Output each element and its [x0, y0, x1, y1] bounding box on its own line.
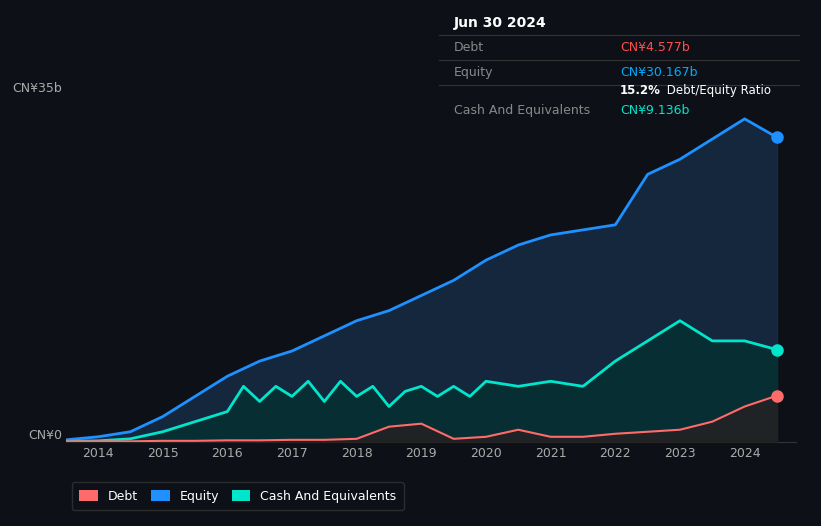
Text: CN¥35b: CN¥35b	[12, 82, 62, 95]
Text: CN¥30.167b: CN¥30.167b	[620, 66, 697, 79]
Text: CN¥4.577b: CN¥4.577b	[620, 42, 690, 54]
Text: Jun 30 2024: Jun 30 2024	[454, 16, 547, 30]
Text: Equity: Equity	[454, 66, 493, 79]
Text: CN¥0: CN¥0	[28, 429, 62, 442]
Text: Cash And Equivalents: Cash And Equivalents	[454, 104, 589, 117]
Legend: Debt, Equity, Cash And Equivalents: Debt, Equity, Cash And Equivalents	[72, 482, 404, 510]
Text: CN¥9.136b: CN¥9.136b	[620, 104, 690, 117]
Text: Debt: Debt	[454, 42, 484, 54]
Text: Debt/Equity Ratio: Debt/Equity Ratio	[663, 84, 771, 97]
Text: 15.2%: 15.2%	[620, 84, 661, 97]
